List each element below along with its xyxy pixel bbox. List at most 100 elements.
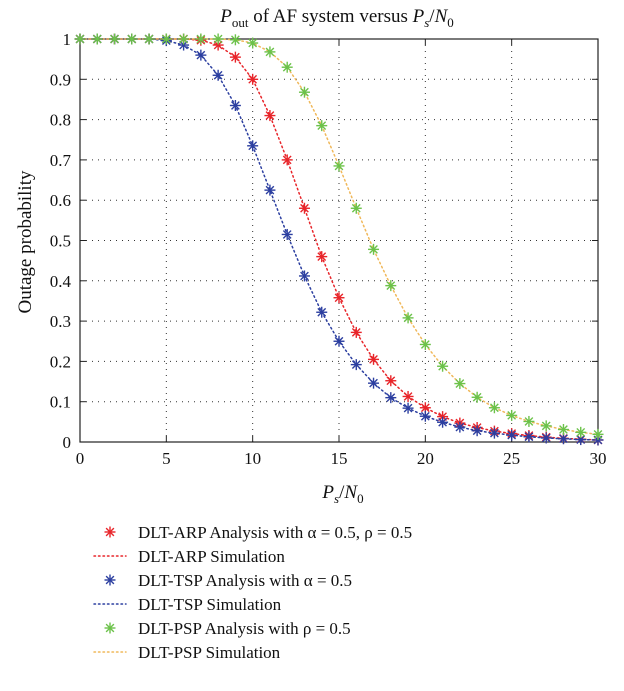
data-point — [247, 37, 259, 49]
title-main: P — [219, 6, 232, 27]
title-xdensub: 0 — [447, 15, 454, 30]
data-point — [402, 402, 414, 414]
title-xden: N — [434, 6, 449, 27]
data-point — [488, 402, 500, 414]
data-point — [109, 33, 121, 45]
data-point — [298, 270, 310, 282]
x-tick-label: 15 — [331, 449, 348, 468]
data-point — [506, 429, 518, 441]
data-point — [540, 420, 552, 432]
data-point — [419, 410, 431, 422]
legend-label: DLT-ARP Analysis with α = 0.5, ρ = 0.5 — [138, 523, 412, 542]
x-axis-label: Ps/N0 — [321, 482, 363, 506]
data-point — [592, 428, 604, 440]
axis-ticks: 0 5 10 15 20 25 30 0 0.1 0.2 0.3 0.4 0.5 0.6 0.7 0.8 0.9… — [50, 30, 607, 468]
data-point — [195, 33, 207, 45]
title-sep: / — [429, 6, 435, 27]
y-axis-label: Outage probability — [15, 170, 36, 313]
title-middle: of AF system versus — [248, 6, 412, 27]
data-point — [350, 326, 362, 338]
data-point — [281, 61, 293, 73]
data-point — [195, 49, 207, 61]
legend-label: DLT-ARP Simulation — [138, 547, 285, 566]
legend: DLT-ARP Analysis with α = 0.5, ρ = 0.5 DL… — [93, 523, 412, 662]
data-point — [575, 426, 587, 438]
y-tick-label: 0.7 — [50, 151, 72, 170]
data-point — [264, 184, 276, 196]
data-point — [471, 391, 483, 403]
data-point — [316, 306, 328, 318]
data-point — [229, 34, 241, 46]
data-point — [575, 434, 587, 446]
data-point — [298, 202, 310, 214]
y-tick-label: 0.4 — [50, 272, 72, 291]
y-tick-label: 0.8 — [50, 111, 71, 130]
y-tick-label: 0 — [63, 433, 72, 452]
data-series — [74, 33, 604, 446]
xlabel-den: N — [343, 482, 358, 503]
legend-marker — [104, 526, 116, 538]
legend-label: DLT-TSP Analysis with α = 0.5 — [138, 571, 352, 590]
data-point — [557, 433, 569, 445]
legend-item: DLT-TSP Simulation — [93, 595, 282, 614]
legend-marker — [104, 574, 116, 586]
series-4-markers — [74, 33, 604, 440]
data-point — [264, 110, 276, 122]
x-tick-label: 0 — [76, 449, 85, 468]
data-point — [523, 431, 535, 443]
legend-item: DLT-ARP Simulation — [93, 547, 285, 566]
y-tick-label: 1 — [63, 30, 72, 49]
data-point — [212, 69, 224, 81]
legend-label: DLT-PSP Analysis with ρ = 0.5 — [138, 619, 351, 638]
data-point — [419, 338, 431, 350]
chart-title: Pout of AF system versus Ps/N0 — [219, 6, 454, 30]
legend-item: DLT-TSP Analysis with α = 0.5 — [104, 571, 352, 590]
data-point — [506, 409, 518, 421]
data-point — [557, 424, 569, 436]
data-point — [126, 33, 138, 45]
legend-label: DLT-PSP Simulation — [138, 643, 281, 662]
grid-lines — [80, 39, 598, 442]
data-point — [160, 33, 172, 45]
data-point — [368, 377, 380, 389]
data-point — [281, 154, 293, 166]
data-point — [402, 390, 414, 402]
x-tick-label: 30 — [590, 449, 607, 468]
data-point — [247, 73, 259, 85]
data-point — [247, 140, 259, 152]
x-tick-label: 5 — [162, 449, 171, 468]
data-point — [264, 46, 276, 58]
data-point — [471, 425, 483, 437]
xlabel-sep: / — [339, 482, 345, 503]
data-point — [437, 360, 449, 372]
xlabel-sub: s — [334, 491, 339, 506]
data-point — [143, 33, 155, 45]
data-point — [212, 33, 224, 45]
data-point — [350, 202, 362, 214]
data-point — [523, 415, 535, 427]
data-point — [437, 416, 449, 428]
data-point — [540, 432, 552, 444]
y-tick-label: 0.5 — [50, 232, 71, 251]
data-point — [454, 421, 466, 433]
legend-label: DLT-TSP Simulation — [138, 595, 282, 614]
title-xsub: s — [424, 15, 429, 30]
y-tick-label: 0.3 — [50, 312, 71, 331]
y-tick-label: 0.1 — [50, 393, 71, 412]
data-point — [488, 427, 500, 439]
data-point — [454, 378, 466, 390]
y-tick-label: 0.6 — [50, 191, 71, 210]
data-point — [385, 392, 397, 404]
x-tick-label: 25 — [503, 449, 520, 468]
title-sub: out — [232, 15, 249, 30]
data-point — [368, 243, 380, 255]
legend-item: DLT-PSP Analysis with ρ = 0.5 — [104, 619, 351, 638]
legend-marker — [104, 622, 116, 634]
data-point — [333, 335, 345, 347]
data-point — [316, 251, 328, 263]
data-point — [229, 51, 241, 63]
data-point — [385, 375, 397, 387]
data-point — [368, 353, 380, 365]
